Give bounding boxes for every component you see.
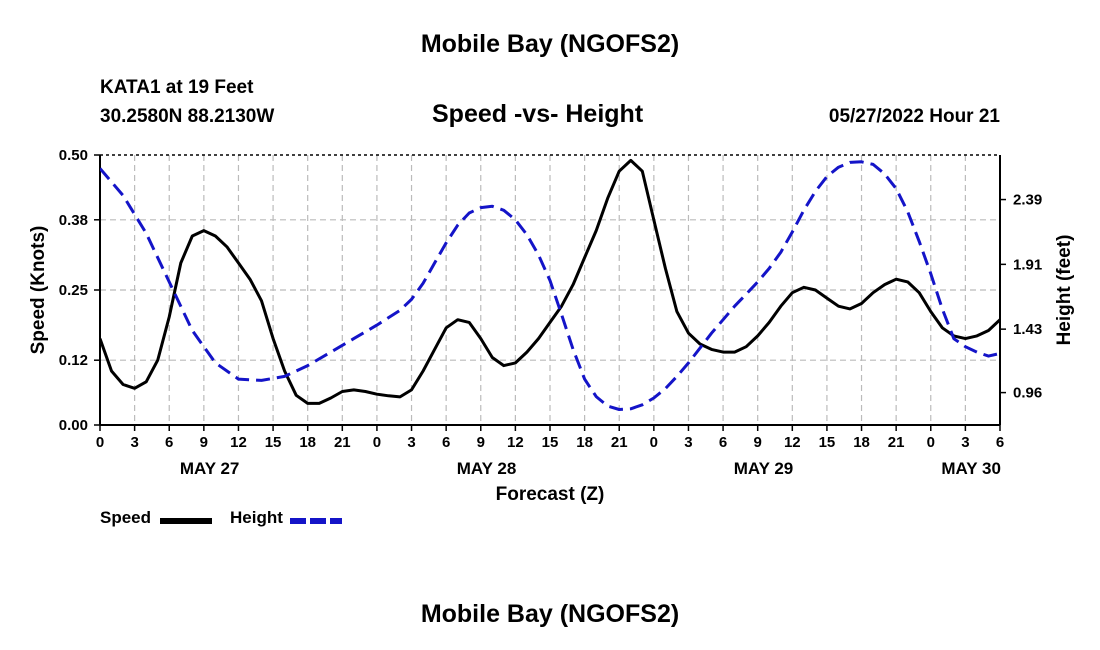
x-tick-label: 6 bbox=[165, 434, 173, 451]
chart-title-top: Mobile Bay (NGOFS2) bbox=[420, 30, 680, 58]
chart-title-bottom: Mobile Bay (NGOFS2) bbox=[420, 600, 680, 628]
x-tick-label: 0 bbox=[650, 434, 658, 451]
date-label: MAY 28 bbox=[457, 459, 517, 478]
x-tick-label: 0 bbox=[373, 434, 381, 451]
x-tick-label: 15 bbox=[819, 434, 836, 451]
x-tick-label: 18 bbox=[299, 434, 316, 451]
forecast-datetime: 05/27/2022 Hour 21 bbox=[828, 106, 1000, 127]
x-tick-label: 21 bbox=[888, 434, 905, 451]
y-tick-label: 0.38 bbox=[59, 212, 88, 229]
x-tick-label: 15 bbox=[265, 434, 282, 451]
chart-subtitle: Speed -vs- Height bbox=[432, 100, 644, 128]
station-coordinates: 30.2580N 88.2130W bbox=[100, 106, 275, 127]
x-tick-label: 12 bbox=[507, 434, 524, 451]
x-axis-title: Forecast (Z) bbox=[496, 484, 605, 505]
date-label: MAY 29 bbox=[734, 459, 794, 478]
series-line-speed bbox=[100, 158, 1000, 405]
x-tick-label: 21 bbox=[611, 434, 628, 451]
y2-tick-label: 0.96 bbox=[1013, 385, 1042, 402]
x-tick-label: 3 bbox=[130, 434, 138, 451]
series-line-height bbox=[100, 160, 1000, 411]
date-label: MAY 30 bbox=[941, 459, 1001, 478]
y-tick-label: 0.12 bbox=[59, 352, 88, 369]
y2-tick-label: 1.91 bbox=[1013, 256, 1042, 273]
x-tick-label: 3 bbox=[407, 434, 415, 451]
y-tick-label: 0.50 bbox=[59, 147, 88, 164]
x-tick-label: 6 bbox=[442, 434, 450, 451]
x-tick-label: 3 bbox=[684, 434, 692, 451]
legend-speed-swatch bbox=[160, 518, 212, 524]
x-tick-label: 12 bbox=[784, 434, 801, 451]
legend-height-label: Height bbox=[230, 508, 283, 527]
x-tick-label: 0 bbox=[96, 434, 104, 451]
x-tick-label: 21 bbox=[334, 434, 351, 451]
y-tick-label: 0.25 bbox=[59, 282, 88, 299]
x-tick-label: 3 bbox=[961, 434, 969, 451]
x-tick-label: 15 bbox=[542, 434, 559, 451]
x-tick-label: 9 bbox=[477, 434, 485, 451]
x-tick-label: 18 bbox=[576, 434, 593, 451]
x-tick-label: 18 bbox=[853, 434, 870, 451]
y-axis-title: Speed (Knots) bbox=[28, 226, 49, 355]
x-tick-label: 12 bbox=[230, 434, 247, 451]
x-tick-label: 0 bbox=[927, 434, 935, 451]
date-label: MAY 27 bbox=[180, 459, 240, 478]
x-tick-label: 9 bbox=[200, 434, 208, 451]
legend-height-swatch bbox=[290, 518, 342, 524]
x-tick-label: 9 bbox=[754, 434, 762, 451]
y2-axis-title: Height (feet) bbox=[1054, 235, 1075, 346]
y2-tick-label: 2.39 bbox=[1013, 192, 1042, 209]
y-tick-label: 0.00 bbox=[59, 417, 88, 434]
y2-tick-label: 1.43 bbox=[1013, 321, 1042, 338]
station-label: KATA1 at 19 Feet bbox=[100, 77, 254, 98]
x-tick-label: 6 bbox=[996, 434, 1004, 451]
x-tick-label: 6 bbox=[719, 434, 727, 451]
legend-speed-label: Speed bbox=[100, 508, 152, 527]
